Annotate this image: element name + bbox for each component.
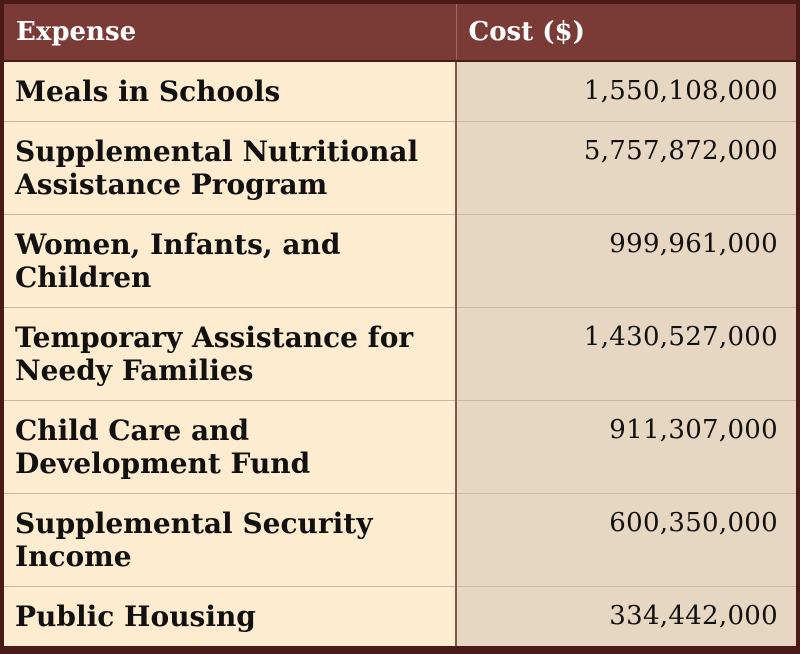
cost-cell: 1,430,527,000 (456, 307, 796, 401)
expense-cell: Supplemental Nutritional Assistance Prog… (4, 121, 457, 215)
table-row: Temporary Assistance for Needy Families … (4, 307, 796, 401)
expense-table: Expense Cost ($) Meals in Schools 1,550,… (4, 4, 796, 646)
expense-cell: Supplemental Security Income (4, 493, 457, 587)
cost-cell: 999,961,000 (456, 214, 796, 308)
header-cost: Cost ($) (456, 4, 796, 62)
expense-cell: Meals in Schools (4, 61, 457, 122)
expense-cell: Temporary Assistance for Needy Families (4, 307, 457, 401)
cost-cell: 1,550,108,000 (456, 61, 796, 122)
expense-cell: Women, Infants, and Children (4, 214, 457, 308)
header-expense: Expense (4, 4, 457, 62)
table-row: Child Care and Development Fund 911,307,… (4, 400, 796, 494)
table-row: Meals in Schools 1,550,108,000 (4, 61, 796, 122)
cost-cell: 5,757,872,000 (456, 121, 796, 215)
table-row: Supplemental Nutritional Assistance Prog… (4, 121, 796, 215)
table-row: Women, Infants, and Children 999,961,000 (4, 214, 796, 308)
table-row: Public Housing 334,442,000 (4, 586, 796, 646)
expense-cell: Child Care and Development Fund (4, 400, 457, 494)
cost-cell: 600,350,000 (456, 493, 796, 587)
expense-cell: Public Housing (4, 586, 457, 646)
cost-cell: 334,442,000 (456, 586, 796, 646)
table-row: Supplemental Security Income 600,350,000 (4, 493, 796, 587)
table-header-row: Expense Cost ($) (4, 4, 796, 62)
cost-cell: 911,307,000 (456, 400, 796, 494)
